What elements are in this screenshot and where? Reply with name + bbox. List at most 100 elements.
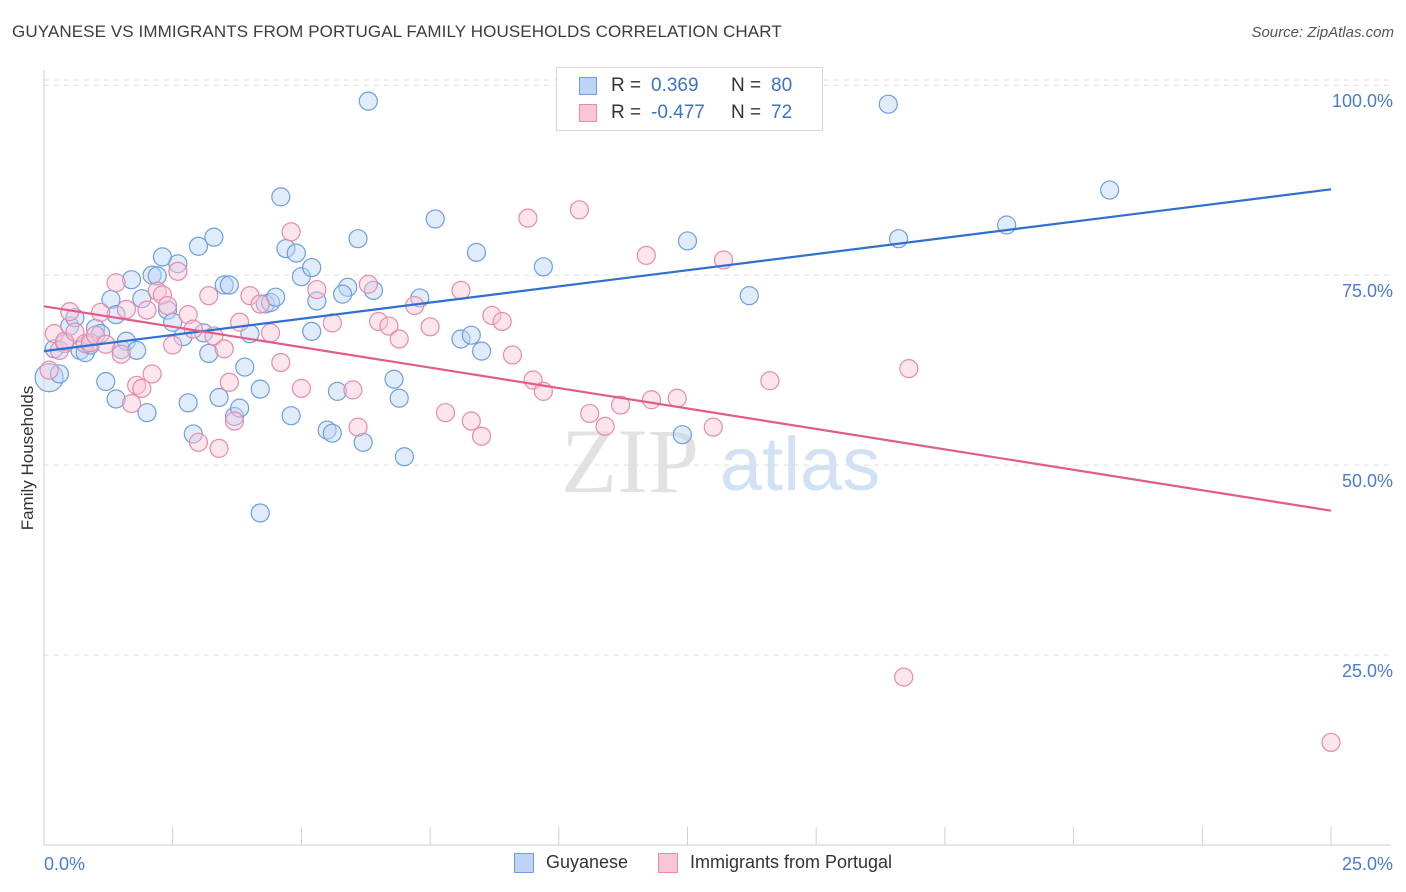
guyanese-point	[394, 447, 414, 467]
guyanese-point	[307, 291, 327, 311]
guyanese-point	[358, 91, 378, 111]
guyanese-point	[466, 242, 487, 262]
portugal-trend-line	[43, 305, 1332, 512]
guyanese-point	[286, 243, 306, 263]
guyanese-point	[461, 325, 481, 345]
guyanese-point	[302, 321, 322, 341]
watermark-zip: ZIP	[561, 410, 699, 512]
portugal-point	[703, 417, 723, 437]
portugal-point	[127, 375, 147, 395]
series-legend: Guyanese Immigrants from Portugal	[0, 852, 1406, 873]
guyanese-point	[533, 257, 553, 277]
portugal-point	[152, 285, 173, 305]
guyanese-point	[96, 371, 116, 392]
y-tick-label: 100.0%	[1332, 91, 1393, 111]
guyanese-point	[281, 406, 301, 426]
portugal-point	[451, 280, 471, 300]
guyanese-point	[672, 425, 692, 445]
portugal-point	[379, 316, 399, 336]
portugal-point	[343, 380, 363, 400]
guyanese-point	[739, 286, 759, 306]
portugal-point	[641, 390, 662, 410]
guyanese-point	[178, 393, 198, 413]
guyanese-point	[106, 389, 126, 409]
portugal-point	[230, 312, 250, 332]
guyanese-point	[1100, 180, 1120, 200]
guyanese-point	[209, 387, 229, 408]
guyanese-point	[250, 379, 270, 399]
portugal-point	[250, 294, 270, 314]
portugal-point	[760, 371, 780, 391]
y-axis-title: Family Households	[18, 386, 37, 531]
data-points	[34, 91, 1341, 753]
guyanese-point	[363, 280, 384, 300]
guyanese-point	[471, 341, 492, 361]
portugal-point	[348, 417, 368, 437]
guyanese-trend-line	[43, 188, 1332, 353]
guyanese-point	[322, 423, 342, 443]
portugal-point	[163, 335, 183, 355]
portugal-point	[137, 300, 157, 320]
portugal-point	[358, 274, 378, 294]
legend-row-portugal: R = -0.477 N = 72	[579, 101, 792, 125]
legend-item-portugal[interactable]: Immigrants from Portugal	[658, 852, 892, 873]
guyanese-point	[132, 289, 152, 309]
legend-n-value: 72	[771, 102, 793, 123]
legend-n-value: 80	[771, 75, 793, 96]
legend-swatch-portugal	[579, 104, 597, 122]
legend-item-guyanese[interactable]: Guyanese	[513, 852, 628, 873]
portugal-point	[518, 208, 538, 228]
portugal-point	[482, 305, 502, 326]
portugal-point	[39, 360, 59, 380]
legend-row-guyanese: R = 0.369 N = 80	[579, 74, 792, 98]
y-tick-label: 50.0%	[1342, 471, 1393, 491]
guyanese-point	[878, 94, 898, 114]
portugal-point	[492, 311, 512, 332]
portugal-point	[894, 667, 914, 687]
portugal-point	[121, 393, 142, 414]
axes	[43, 70, 1391, 846]
legend-swatch-portugal	[658, 852, 678, 873]
portugal-point	[178, 305, 198, 325]
guyanese-point	[121, 270, 142, 290]
legend-n-label: N =	[731, 75, 762, 96]
guyanese-point	[451, 329, 471, 349]
legend-swatch-guyanese	[513, 852, 534, 873]
legend-swatch-guyanese	[579, 77, 597, 95]
correlation-legend: R = 0.369 N = 80 R = -0.477 N = 72	[556, 67, 823, 131]
source-label: Source: ZipAtlas.com	[1251, 24, 1394, 41]
guyanese-point	[271, 187, 291, 207]
guyanese-point	[188, 236, 209, 256]
guyanese-point	[157, 300, 178, 320]
guyanese-point	[332, 284, 353, 304]
portugal-point	[168, 261, 188, 281]
portugal-point	[224, 411, 245, 431]
portugal-point	[461, 411, 481, 431]
portugal-point	[199, 286, 219, 306]
portugal-point	[106, 273, 126, 293]
guyanese-point	[425, 209, 445, 229]
guyanese-point	[389, 388, 409, 408]
guyanese-point	[235, 357, 255, 377]
watermark-atlas: atlas	[720, 422, 881, 507]
portugal-point	[111, 344, 131, 364]
portugal-point	[132, 378, 152, 398]
legend-label-guyanese: Guyanese	[545, 852, 628, 872]
guyanese-point	[168, 254, 188, 274]
guyanese-point	[137, 403, 157, 423]
legend-r-label: R =	[611, 75, 642, 96]
guyanese-point	[49, 364, 70, 384]
legend-label-portugal: Immigrants from Portugal	[690, 852, 893, 872]
guyanese-point	[353, 432, 373, 452]
portugal-point	[147, 281, 167, 301]
guyanese-point	[147, 266, 167, 286]
guyanese-point	[34, 363, 64, 393]
portugal-point	[188, 432, 209, 452]
guyanese-point	[260, 292, 281, 313]
guyanese-point	[302, 257, 322, 278]
portugal-point	[369, 311, 389, 332]
guyanese-point	[214, 275, 234, 295]
portugal-point	[291, 378, 311, 398]
guyanese-point	[250, 503, 270, 523]
